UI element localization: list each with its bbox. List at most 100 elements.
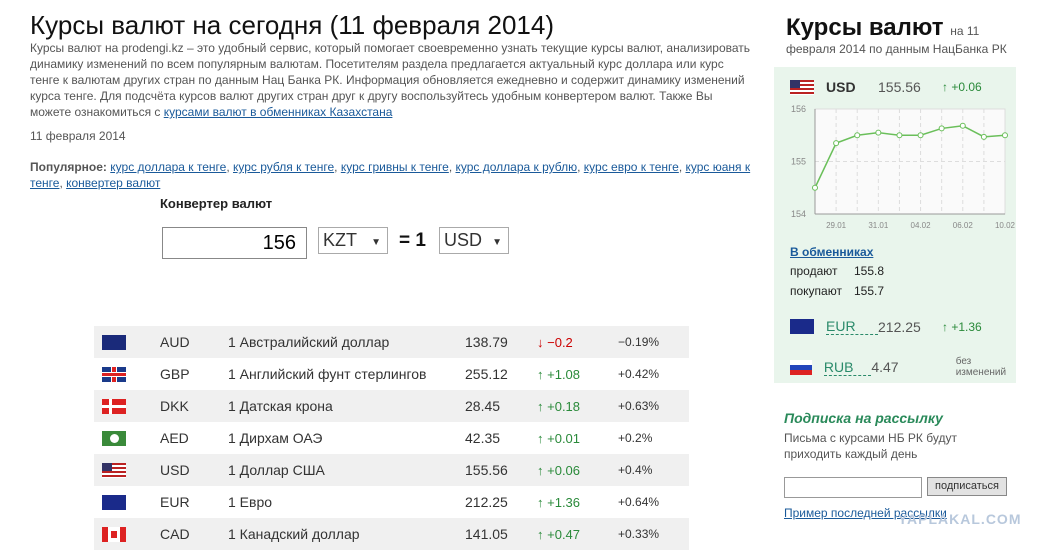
x-tick-label: 06.02 (953, 221, 974, 230)
currency-name: 1 Евро (228, 494, 273, 510)
popular-link[interactable]: конвертер валют (66, 176, 161, 190)
rate-row: USD 1 Доллар США 155.56 ↑ +0.06 +0.4% (94, 454, 689, 486)
currency-name: 1 Датская крона (228, 398, 333, 414)
currency-code: AUD (160, 334, 190, 350)
intro-text: Курсы валют на prodengi.kz – это удобный… (30, 40, 755, 120)
currency-rate: 42.35 (465, 430, 501, 446)
change-value: +1.08 (547, 366, 581, 382)
eur-summary: EUR 212.25 ↑ +1.36 (790, 318, 982, 335)
amount-input[interactable] (162, 227, 307, 259)
data-point (917, 132, 924, 139)
flag-emblem (110, 433, 119, 443)
arrow-up-icon: ↑ (537, 494, 544, 510)
sell-value: 155.8 (854, 264, 885, 278)
example-newsletter-link[interactable]: Пример последней рассылки (784, 506, 947, 520)
ca-flag-icon (102, 526, 126, 542)
change-percent: +0.63% (618, 399, 660, 413)
arrow-down-icon: ↓ (537, 334, 544, 350)
currency-rate: 138.79 (465, 334, 508, 350)
us-flag-icon (790, 79, 814, 95)
popular-link[interactable]: курс доллара к рублю (455, 160, 578, 174)
data-point (1002, 132, 1008, 139)
change-value: −0.2 (547, 334, 573, 350)
dropdown-arrow-icon: ▼ (492, 237, 502, 248)
ru-flag-icon (790, 359, 812, 375)
from-value: KZT (323, 230, 357, 250)
change-percent: +0.33% (618, 527, 660, 541)
currency-code: DKK (160, 398, 189, 414)
exchangers-sidebar-link[interactable]: В обменниках (790, 245, 874, 259)
popular-label: Популярное: (30, 160, 107, 174)
rub-change: без изменений (955, 356, 1007, 378)
arrow-up-icon: ↑ (537, 462, 544, 478)
data-point (854, 132, 861, 139)
rate-row: AED 1 Дирхам ОАЭ 42.35 ↑ +0.01 +0.2% (94, 422, 689, 454)
popular-link[interactable]: курс юаня к тенге (30, 160, 751, 190)
change-percent: +0.42% (618, 367, 660, 381)
data-point (896, 132, 903, 139)
rates-table: AUD 1 Австралийский доллар 138.79 ↓ −0.2… (94, 326, 689, 550)
currency-name: 1 Английский фунт стерлингов (228, 366, 427, 382)
currency-rate: 255.12 (465, 366, 508, 382)
arrow-up-icon: ↑ (537, 430, 544, 446)
from-currency-select[interactable]: KZT ▼ (318, 227, 388, 254)
rate-row: EUR 1 Евро 212.25 ↑ +1.36 +0.64% (94, 486, 689, 518)
currency-code: CAD (160, 526, 190, 542)
buy-label: покупают (790, 284, 842, 298)
x-tick-label: 04.02 (911, 221, 932, 230)
flag-canton (102, 462, 112, 471)
data-point (833, 140, 840, 147)
eur-link[interactable]: EUR (826, 318, 878, 335)
y-tick-label: 155 (791, 157, 806, 167)
sidebar-title-text: Курсы валют (786, 14, 944, 41)
rate-row: DKK 1 Датская крона 28.45 ↑ +0.18 +0.63% (94, 390, 689, 422)
date-label: 11 февраля 2014 (30, 129, 126, 143)
x-tick-label: 31.01 (868, 221, 889, 230)
x-tick-label: 10.02 (995, 221, 1016, 230)
subscribe-text: Письма с курсами НБ РК будут приходить к… (784, 431, 957, 461)
popular-link[interactable]: курс евро к тенге (583, 160, 679, 174)
page-title: Курсы валют на сегодня (11 февраля 2014) (30, 10, 554, 40)
buy-row: покупают 155.7 (790, 284, 884, 298)
equals-one: = 1 (399, 230, 426, 251)
email-input[interactable] (784, 477, 922, 498)
to-currency-select[interactable]: USD ▼ (439, 227, 509, 254)
eur-change: ↑ +1.36 (942, 319, 982, 334)
au-flag-icon (102, 334, 126, 350)
arrow-up-icon: ↑ (537, 366, 544, 382)
change-percent: +0.4% (618, 463, 653, 477)
flag-canton (790, 79, 800, 88)
rate-change: ↑ +1.08 (537, 367, 618, 382)
usd-summary: USD 155.56 ↑ +0.06 (790, 79, 982, 95)
y-tick-label: 154 (791, 209, 806, 219)
change-value: +0.18 (547, 398, 581, 414)
rates-panel: USD 155.56 ↑ +0.06 154 155 156 29.01 31.01 04… (774, 67, 1016, 383)
flag-cross (102, 372, 126, 376)
change-percent: +0.64% (618, 495, 660, 509)
rub-link[interactable]: RUB (823, 359, 872, 376)
ae-flag-icon (102, 430, 126, 446)
eu-flag-icon (102, 494, 126, 510)
currency-code: EUR (160, 494, 190, 510)
rate-change: ↑ +0.01 (537, 431, 618, 446)
intro-body: Курсы валют на prodengi.kz – это удобный… (30, 41, 751, 119)
currency-name: 1 Дирхам ОАЭ (228, 430, 323, 446)
currency-rate: 212.25 (465, 494, 508, 510)
popular-link[interactable]: курс гривны к тенге (340, 160, 449, 174)
data-point (980, 133, 987, 140)
currency-name: 1 Доллар США (228, 462, 325, 478)
data-point (938, 125, 945, 132)
to-value: USD (444, 230, 483, 250)
popular-link[interactable]: курс рубля к тенге (233, 160, 335, 174)
exchangers-link[interactable]: курсами валют в обменниках Казахстана (163, 105, 393, 119)
subscribe-button[interactable]: подписаться (927, 477, 1007, 496)
dk-flag-icon (102, 398, 126, 414)
rub-rate: 4.47 (871, 359, 899, 375)
currency-rate: 155.56 (465, 462, 508, 478)
data-point (959, 122, 966, 129)
rate-row: CAD 1 Канадский доллар 141.05 ↑ +0.47 +0… (94, 518, 689, 550)
popular-link[interactable]: курс доллара к тенге (110, 160, 227, 174)
currency-rate: 28.45 (465, 398, 501, 414)
currency-name: 1 Австралийский доллар (228, 334, 390, 350)
currency-rate: 141.05 (465, 526, 508, 542)
